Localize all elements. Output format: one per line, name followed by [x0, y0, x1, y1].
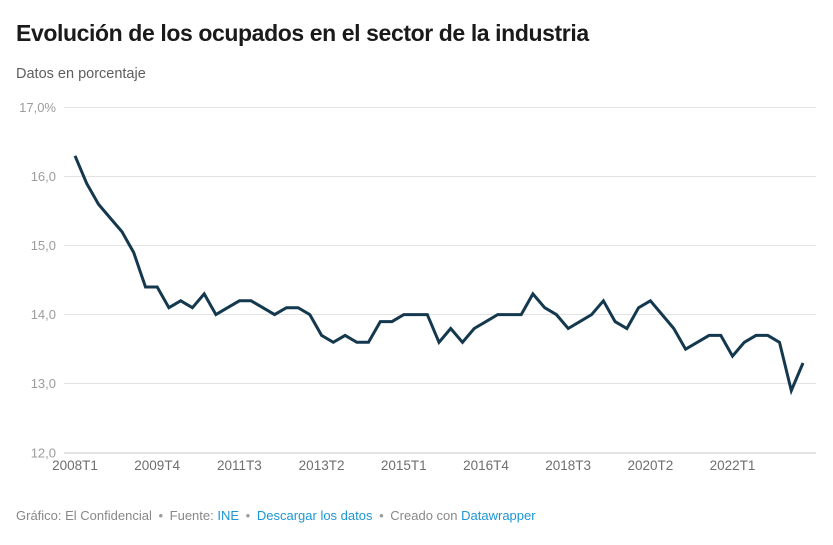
- x-tick-label: 2009T4: [134, 458, 180, 473]
- x-tick-label: 2011T3: [217, 458, 262, 473]
- y-tick-label: 14,0: [31, 307, 56, 322]
- x-tick-label: 2015T1: [381, 458, 427, 473]
- data-line: [73, 155, 805, 396]
- gridlines: [64, 107, 816, 454]
- y-tick-label: 13,0: [31, 376, 56, 391]
- y-tick-label: 17,0%: [19, 100, 56, 115]
- source-label: Fuente:: [169, 508, 214, 523]
- chart-subtitle: Datos en porcentaje: [16, 66, 146, 82]
- created-with-label: Creado con: [390, 508, 458, 523]
- x-tick-label: 2018T3: [545, 458, 591, 473]
- source-link[interactable]: INE: [217, 508, 240, 523]
- separator-dot: •: [158, 508, 164, 523]
- y-tick-label: 12,0: [31, 445, 56, 460]
- y-axis-labels: 17,0% 16,0 15,0 14,0 13,0 12,0: [19, 100, 56, 460]
- x-axis-labels: 2008T1 2009T4 2011T3 2013T2 2015T1 2016T4 2018…: [52, 458, 755, 473]
- x-tick-label: 2020T2: [627, 458, 673, 473]
- x-tick-label: 2013T2: [299, 458, 345, 473]
- y-tick-label: 15,0: [31, 238, 56, 253]
- datawrapper-link[interactable]: Datawrapper: [461, 508, 536, 523]
- x-tick-label: 2016T4: [463, 458, 509, 473]
- line-chart: 17,0%16,015,014,013,012,0 2008T1 2009T4 20…: [19, 100, 816, 473]
- download-data-link[interactable]: Descargar los datos: [256, 508, 373, 523]
- chart-title: Evolución de los ocupados en el sector d…: [16, 20, 589, 46]
- x-tick-label: 2022T1: [710, 458, 756, 473]
- y-tick-label: 16,0: [31, 169, 56, 184]
- separator-dot: •: [379, 508, 384, 523]
- separator-dot: •: [245, 508, 251, 523]
- footer-credits: Gráfico: El Confidencial • Fuente: INE •…: [16, 508, 536, 523]
- credit-text: Gráfico: El Confidencial: [16, 508, 152, 523]
- x-tick-label: 2008T1: [52, 458, 98, 473]
